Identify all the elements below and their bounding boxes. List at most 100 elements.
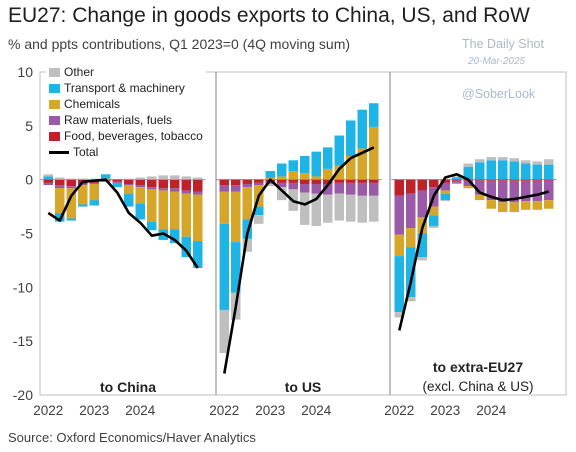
bar-segment-food bbox=[394, 179, 404, 196]
bar-segment-raw bbox=[300, 183, 310, 193]
bar-segment-chemicals bbox=[170, 191, 180, 230]
bar-segment-chemicals bbox=[334, 165, 344, 180]
bar-segment-raw bbox=[78, 183, 88, 186]
legend-swatch bbox=[49, 131, 60, 141]
bar-segment-transport bbox=[300, 155, 310, 174]
bar-segment-food bbox=[498, 179, 508, 181]
bar-segment-other bbox=[394, 312, 404, 318]
bar-segment-raw bbox=[486, 180, 496, 201]
x-tick-label: 2024 bbox=[476, 403, 507, 418]
panel-label: to China bbox=[100, 379, 156, 395]
bar-segment-food bbox=[406, 179, 416, 194]
bar-segment-other bbox=[323, 194, 333, 223]
chart-subtitle: % and ppts contributions, Q1 2023=0 (4Q … bbox=[8, 36, 351, 52]
bar-segment-chemicals bbox=[311, 176, 321, 180]
legend-item-other: Other bbox=[49, 64, 203, 80]
bar-segment-chemicals bbox=[544, 200, 554, 209]
bar-segment-chemicals bbox=[463, 186, 473, 189]
bar-segment-other bbox=[475, 159, 485, 163]
bar-segment-other bbox=[417, 257, 427, 261]
bar-segment-transport bbox=[509, 161, 519, 180]
bar-segment-chemicals bbox=[231, 191, 241, 243]
bar-segment-chemicals bbox=[323, 168, 333, 180]
x-tick-label: 2024 bbox=[301, 403, 332, 418]
bar-segment-other bbox=[463, 163, 473, 167]
bar-segment-other bbox=[277, 187, 287, 201]
bar-segment-other bbox=[219, 309, 229, 354]
bar-segment-other bbox=[311, 193, 321, 226]
bar-segment-other bbox=[78, 178, 88, 180]
bar-segment-transport bbox=[89, 200, 99, 206]
source-note: Source: Oxford Economics/Haver Analytics bbox=[8, 430, 256, 445]
bar-segment-transport bbox=[277, 163, 287, 177]
bar-segment-other bbox=[193, 177, 203, 180]
watermark-name: The Daily Shot bbox=[462, 37, 544, 51]
legend-swatch bbox=[49, 99, 60, 109]
bar-segment-raw bbox=[498, 180, 508, 203]
bar-segment-food bbox=[112, 179, 122, 182]
bar-segment-transport bbox=[452, 177, 462, 180]
bar-segment-chemicals bbox=[89, 183, 99, 201]
bar-segment-raw bbox=[440, 182, 450, 191]
bar-segment-transport bbox=[193, 241, 203, 268]
bar-segment-transport bbox=[544, 164, 554, 180]
bar-segment-raw bbox=[193, 191, 203, 195]
legend-item-chemicals: Chemicals bbox=[49, 96, 203, 112]
bar-segment-transport bbox=[532, 164, 542, 180]
bar-segment-raw bbox=[323, 183, 333, 195]
bar-segment-food bbox=[242, 179, 252, 184]
watermark-handle: @SoberLook bbox=[462, 87, 536, 101]
legend-item-food: Food, beverages, tobacco bbox=[49, 128, 203, 144]
bar-segment-transport bbox=[181, 236, 191, 258]
bar-segment-raw bbox=[181, 190, 191, 194]
watermark-date: 20-Mar-2025 bbox=[468, 56, 526, 67]
bar-segment-chemicals bbox=[440, 190, 450, 194]
bar-segment-chemicals bbox=[509, 202, 519, 212]
bar-segment-raw bbox=[311, 183, 321, 194]
y-tick-label: 10 bbox=[17, 64, 33, 80]
bar-segment-raw bbox=[394, 195, 404, 235]
bar-segment-raw bbox=[544, 180, 554, 201]
legend-label: Raw materials, fuels bbox=[64, 113, 173, 127]
bar-segment-other bbox=[147, 176, 157, 180]
bar-segment-chemicals bbox=[181, 193, 191, 237]
bar-segment-transport bbox=[288, 160, 298, 172]
bar-segment-food bbox=[231, 179, 241, 186]
legend-item-raw: Raw materials, fuels bbox=[49, 112, 203, 128]
x-tick-label: 2023 bbox=[430, 403, 460, 418]
bar-segment-food bbox=[521, 179, 531, 181]
bar-segment-food bbox=[135, 179, 145, 186]
bar-segment-chemicals bbox=[219, 191, 229, 224]
bar-segment-other bbox=[254, 215, 264, 224]
bar-segment-chemicals bbox=[242, 187, 252, 220]
bar-segment-chemicals bbox=[135, 187, 145, 204]
bar-segment-chemicals bbox=[346, 155, 356, 180]
bar-segment-transport bbox=[55, 213, 65, 222]
bar-segment-transport bbox=[78, 204, 88, 207]
bar-segment-food bbox=[369, 179, 379, 183]
bar-segment-other bbox=[89, 178, 99, 180]
legend-label: Chemicals bbox=[64, 97, 121, 111]
bar-segment-transport bbox=[311, 151, 321, 177]
bar-segment-chemicals bbox=[486, 200, 496, 209]
bar-segment-food bbox=[429, 179, 439, 188]
bar-segment-raw bbox=[135, 185, 145, 188]
bar-segment-chemicals bbox=[300, 173, 310, 180]
bar-segment-chemicals bbox=[66, 188, 76, 219]
bar-segment-other bbox=[158, 175, 168, 180]
bar-segment-chemicals bbox=[78, 185, 88, 205]
chart-legend: Other Transport & machinery Chemicals Raw m… bbox=[46, 63, 206, 162]
bar-segment-other bbox=[346, 194, 356, 222]
bar-segment-food bbox=[452, 179, 462, 181]
bar-segment-food bbox=[300, 179, 310, 184]
bar-segment-raw bbox=[521, 180, 531, 202]
bar-segment-other bbox=[265, 183, 275, 187]
panel-label: (excl. China & US) bbox=[422, 379, 533, 394]
bar-segment-raw bbox=[509, 180, 519, 203]
bar-segment-raw bbox=[265, 181, 275, 184]
y-tick-label: 5 bbox=[25, 118, 33, 134]
x-tick-label: 2023 bbox=[79, 403, 109, 418]
bar-segment-food bbox=[417, 179, 427, 191]
bar-segment-raw bbox=[475, 180, 485, 195]
